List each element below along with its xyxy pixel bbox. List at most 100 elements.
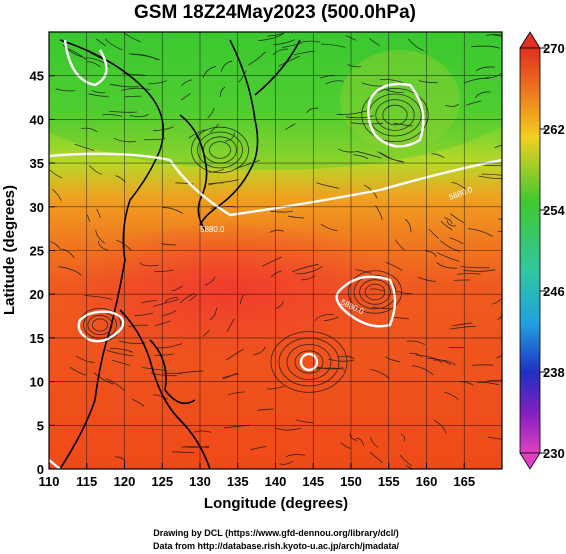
streamline [109, 348, 134, 353]
streamline [188, 129, 206, 139]
x-axis: 110 115 120 125 130 135 140 145 150 155 160 165 [39, 463, 475, 489]
streamline [498, 218, 502, 220]
streamline [427, 358, 452, 365]
streamline [226, 318, 235, 332]
y-tick-label: 5 [37, 418, 44, 433]
colorbar-bottom-arrow [519, 452, 541, 470]
streamline-swirl [191, 126, 249, 174]
streamline [353, 154, 369, 160]
x-tick-label: 140 [265, 474, 287, 489]
streamline [62, 44, 83, 58]
streamline [248, 51, 266, 66]
streamline [296, 419, 314, 424]
streamline [93, 372, 114, 385]
streamline [96, 208, 101, 218]
streamline [449, 325, 476, 330]
streamline-swirl [359, 279, 391, 305]
streamline [139, 262, 159, 267]
streamline [338, 148, 359, 153]
streamline [452, 322, 473, 327]
streamline [385, 262, 403, 272]
streamline [492, 297, 502, 305]
streamline [279, 460, 294, 465]
streamline [250, 445, 267, 450]
streamline [274, 427, 302, 431]
streamline [219, 86, 226, 98]
y-axis: 0 5 10 15 20 25 30 35 40 45 [30, 69, 55, 477]
streamline [284, 123, 296, 131]
streamline [189, 294, 198, 302]
streamline [472, 364, 494, 366]
streamline [62, 248, 75, 259]
streamline [385, 89, 405, 93]
streamline [269, 229, 284, 233]
streamline [148, 80, 167, 85]
streamline [436, 262, 458, 269]
streamline [172, 451, 195, 454]
streamline [180, 292, 195, 303]
streamline [440, 240, 461, 252]
y-tick-label: 30 [30, 200, 44, 215]
y-tick-label: 35 [30, 156, 44, 171]
streamline [451, 182, 466, 190]
streamline [226, 348, 244, 361]
streamline [314, 314, 334, 322]
streamline [323, 316, 339, 321]
streamline [55, 88, 76, 92]
streamline [345, 115, 374, 119]
streamline [395, 239, 405, 251]
streamline [345, 35, 356, 41]
streamline [141, 300, 157, 304]
streamline [292, 263, 319, 273]
streamline [496, 355, 502, 359]
y-tick-label: 40 [30, 112, 44, 127]
streamline [153, 126, 174, 132]
streamline [369, 451, 383, 464]
streamline [465, 100, 482, 106]
streamline [202, 329, 210, 337]
streamline [91, 90, 106, 94]
streamline [477, 381, 499, 386]
streamline [112, 360, 131, 366]
streamline [484, 72, 502, 79]
streamline [204, 276, 216, 286]
streamline [444, 391, 459, 400]
streamline [267, 386, 285, 390]
streamline [494, 144, 502, 149]
streamline [270, 270, 282, 278]
streamline-swirl [209, 141, 231, 159]
x-tick-label: 160 [416, 474, 438, 489]
streamline [321, 43, 346, 48]
streamline [449, 237, 464, 245]
streamline [475, 66, 496, 72]
streamline [258, 33, 285, 41]
y-tick-label: 20 [30, 287, 44, 302]
streamline [370, 436, 379, 448]
streamline [316, 182, 340, 189]
streamline-swirl [197, 131, 243, 169]
x-tick-label: 120 [114, 474, 136, 489]
streamline [501, 37, 502, 39]
streamline-swirl [361, 88, 429, 143]
x-tick-label: 110 [39, 474, 60, 489]
y-tick-label: 45 [30, 69, 44, 84]
streamline [431, 153, 445, 158]
x-tick-label: 130 [189, 474, 211, 489]
streamline [98, 240, 109, 251]
streamline [457, 273, 481, 275]
streamline [450, 213, 465, 224]
streamline [113, 137, 137, 143]
streamline [415, 354, 443, 364]
y-axis-label: Latitude (degrees) [1, 185, 18, 315]
streamline [114, 456, 126, 463]
streamline [81, 127, 98, 133]
y-tick-label: 0 [37, 462, 44, 477]
streamline-swirl [294, 350, 324, 374]
streamline [278, 55, 300, 67]
streamline [134, 312, 153, 316]
streamline-swirl [353, 274, 397, 310]
streamline [293, 50, 315, 56]
streamline [418, 80, 438, 84]
x-tick-label: 115 [76, 474, 97, 489]
streamline [102, 113, 123, 117]
